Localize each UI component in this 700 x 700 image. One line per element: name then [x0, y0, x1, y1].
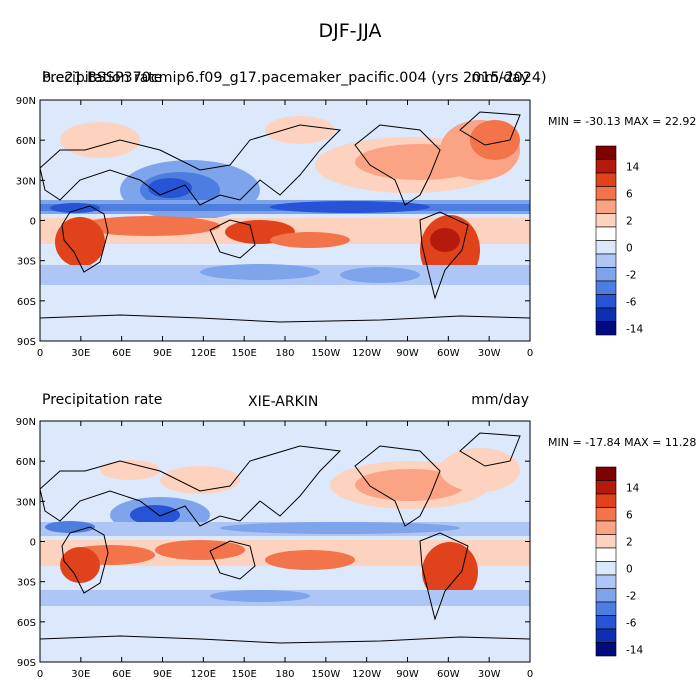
lon-tick-label: 180 [275, 669, 294, 680]
colorbar-label: -14 [626, 324, 643, 336]
lon-tick-label: 0 [527, 669, 533, 680]
panel1-map [39, 99, 531, 342]
panel2-units-label: mm/day [471, 392, 529, 408]
lat-tick-label: 60N [16, 136, 36, 147]
colorbar-swatch [595, 294, 617, 309]
lon-tick-label: 30W [478, 669, 501, 680]
lon-tick-label: 120W [352, 348, 381, 359]
colorbar-swatch [595, 493, 617, 508]
colorbar-swatch [595, 321, 617, 336]
colorbar-swatch [595, 226, 617, 241]
lon-tick-label: 120W [352, 669, 381, 680]
colorbar-label: 6 [626, 189, 633, 201]
colorbar-label: 0 [626, 564, 633, 576]
lon-tick-label: 150W [311, 348, 340, 359]
colorbar-label: 14 [626, 483, 640, 495]
colorbar-swatch [595, 507, 617, 522]
colorbar-swatch [595, 642, 617, 657]
lon-tick-label: 60E [112, 348, 131, 359]
colorbar-swatch [595, 307, 617, 322]
lon-tick-label: 90E [153, 669, 172, 680]
lat-tick-label: 30S [17, 257, 36, 268]
lat-tick-label: 60S [17, 618, 36, 629]
lat-tick-label: 90S [17, 658, 36, 669]
lon-tick-label: 0 [527, 348, 533, 359]
lon-tick-label: 60W [437, 348, 460, 359]
colorbar-swatch [595, 561, 617, 576]
colorbar-swatch [595, 534, 617, 549]
colorbar-swatch [595, 520, 617, 535]
colorbar-swatch [595, 240, 617, 255]
panel2-minmax: MIN = -17.84 MAX = 11.28 [548, 436, 697, 449]
lon-tick-label: 180 [275, 348, 294, 359]
panel1-minmax: MIN = -30.13 MAX = 22.92 [548, 115, 697, 128]
lat-tick-label: 30N [16, 176, 36, 187]
lat-tick-label: 30S [17, 578, 36, 589]
colorbar-label: 6 [626, 510, 633, 522]
colorbar-label: 2 [626, 537, 633, 549]
lat-tick-label: 90N [16, 417, 36, 428]
lat-tick-label: 0 [30, 538, 36, 549]
colorbar-swatch [595, 547, 617, 562]
colorbar-label: -14 [626, 645, 643, 657]
colorbar-swatch [595, 480, 617, 495]
lon-tick-label: 150W [311, 669, 340, 680]
lon-tick-label: 30E [71, 348, 90, 359]
colorbars: 14 6 2 0 -2 -6 -14 14 6 2 0 -2 -6 -14 [595, 145, 643, 657]
lon-tick-label: 30E [71, 669, 90, 680]
lon-tick-label: 60W [437, 669, 460, 680]
lat-tick-label: 90S [17, 337, 36, 348]
lon-tick-label: 90W [396, 669, 419, 680]
colorbar-swatch [595, 615, 617, 630]
colorbar-swatch [595, 267, 617, 282]
panel2-case-label: XIE-ARKIN [248, 394, 319, 410]
lat-tick-label: 30N [16, 497, 36, 508]
panel1-case-label: b.e21.BSSP370cmip6.f09_g17.pacemaker_pac… [42, 70, 547, 86]
colorbar-swatch [595, 172, 617, 187]
lon-tick-label: 150E [231, 669, 256, 680]
colorbar-swatch [595, 588, 617, 603]
colorbar-swatch [595, 145, 617, 160]
lat-tick-label: 60S [17, 297, 36, 308]
panel1-units-label: mm/day [471, 70, 529, 86]
lat-tick-label: 0 [30, 217, 36, 228]
lon-tick-label: 0 [37, 669, 43, 680]
colorbar-swatch [595, 601, 617, 616]
lon-tick-label: 0 [37, 348, 43, 359]
colorbar-label: 14 [626, 162, 640, 174]
lat-tick-label: 60N [16, 457, 36, 468]
panel2-variable-label: Precipitation rate [42, 392, 163, 408]
colorbar-swatch [595, 159, 617, 174]
lon-tick-label: 120E [191, 348, 216, 359]
colorbar-swatch [595, 186, 617, 201]
colorbar-label: -2 [626, 591, 636, 603]
colorbar-swatch [595, 628, 617, 643]
lon-tick-label: 120E [191, 669, 216, 680]
colorbar-swatch [595, 574, 617, 589]
figure-title: DJF-JJA [318, 20, 382, 42]
panel2-map [39, 420, 531, 663]
colorbar-label: -2 [626, 270, 636, 282]
colorbar-label: -6 [626, 618, 637, 630]
colorbar-swatch [595, 280, 617, 295]
lon-tick-label: 60E [112, 669, 131, 680]
panel1-variable-label: Precipitation rate [42, 70, 163, 86]
lon-tick-label: 150E [231, 348, 256, 359]
colorbar-swatch [595, 466, 617, 481]
colorbar-swatch [595, 253, 617, 268]
colorbar-label: -6 [626, 297, 637, 309]
colorbar-label: 0 [626, 243, 633, 255]
lat-tick-label: 90N [16, 96, 36, 107]
colorbar-label: 2 [626, 216, 633, 228]
lon-tick-label: 90E [153, 348, 172, 359]
lon-tick-label: 90W [396, 348, 419, 359]
colorbar-swatch [595, 213, 617, 228]
colorbar-swatch [595, 199, 617, 214]
lon-tick-label: 30W [478, 348, 501, 359]
